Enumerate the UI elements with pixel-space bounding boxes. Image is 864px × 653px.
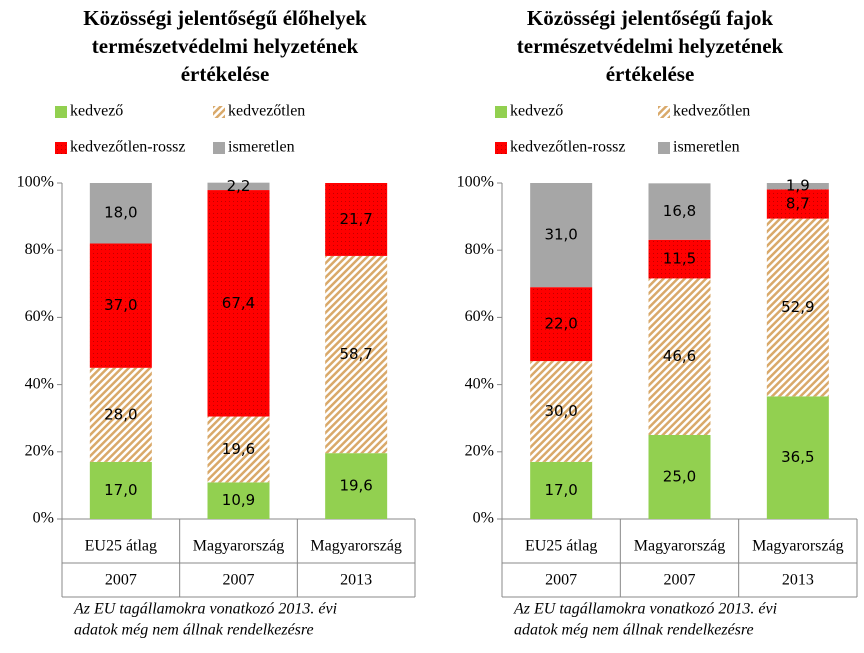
data-label: 18,0 xyxy=(104,204,137,222)
chart-title: Közösségi jelentőségű élőhelyek xyxy=(83,6,367,30)
x-group-label: 2007 xyxy=(664,572,696,589)
legend-label: ismeretlen xyxy=(673,139,740,156)
bar-segment xyxy=(89,367,152,462)
x-tick-label: Magyarország xyxy=(752,538,844,555)
legend-swatch xyxy=(658,142,670,154)
y-tick-label: 80% xyxy=(25,241,54,258)
y-tick-label: 40% xyxy=(25,375,54,392)
legend-swatch xyxy=(213,106,225,118)
bar-segment xyxy=(766,189,829,219)
y-tick-label: 20% xyxy=(25,442,54,459)
y-tick-label: 40% xyxy=(465,375,494,392)
legend-label: kedvező xyxy=(510,103,563,120)
footnote: adatok még nem állnak rendelkezésre xyxy=(514,622,754,639)
y-tick-label: 60% xyxy=(25,308,54,325)
y-tick-label: 0% xyxy=(33,510,54,527)
bar-segment xyxy=(648,435,711,519)
data-label: 58,7 xyxy=(339,345,372,363)
legend-label: kedvezőtlen xyxy=(228,103,305,120)
bar-segment xyxy=(89,183,152,244)
data-label: 22,0 xyxy=(544,315,577,333)
bar-segment xyxy=(766,218,829,397)
y-tick-label: 0% xyxy=(473,510,494,527)
data-label: 25,0 xyxy=(663,468,696,486)
x-group-label: 2013 xyxy=(340,572,372,589)
bar-segment xyxy=(530,287,593,362)
data-label: 8,7 xyxy=(786,195,810,213)
data-label: 17,0 xyxy=(544,481,577,499)
x-tick-label: Magyarország xyxy=(634,538,726,555)
bar-segment xyxy=(207,482,270,519)
bar-segment xyxy=(325,453,388,519)
y-tick-label: 60% xyxy=(465,308,494,325)
bar-segment xyxy=(89,243,152,368)
data-label: 10,9 xyxy=(222,491,255,509)
x-group-label: 2007 xyxy=(105,572,137,589)
y-tick-label: 20% xyxy=(465,442,494,459)
footnote: Az EU tagállamokra vonatkozó 2013. évi xyxy=(73,601,337,618)
bar-segment xyxy=(530,183,593,288)
bar-segment xyxy=(325,255,388,454)
x-group-label: 2007 xyxy=(545,572,577,589)
y-tick-label: 100% xyxy=(457,174,494,191)
bar-segment xyxy=(648,183,711,240)
y-tick-label: 80% xyxy=(465,241,494,258)
data-label: 2,2 xyxy=(227,177,251,195)
data-label: 21,7 xyxy=(339,210,372,228)
bar-segment xyxy=(207,416,270,483)
bar-segment xyxy=(89,461,152,519)
chart-title: értékelése xyxy=(181,62,270,86)
data-label: 46,6 xyxy=(663,347,696,365)
data-label: 19,6 xyxy=(339,477,372,495)
data-label: 16,8 xyxy=(663,202,696,220)
bar-segment xyxy=(648,278,711,435)
bar-segment xyxy=(766,183,829,190)
legend-label: kedvezőtlen-rossz xyxy=(510,139,626,156)
bar-segment xyxy=(530,461,593,519)
data-label: 37,0 xyxy=(104,296,137,314)
legend-label: kedvezőtlen xyxy=(673,103,750,120)
x-tick-label: EU25 átlag xyxy=(525,538,597,555)
data-label: 30,0 xyxy=(544,402,577,420)
legend-swatch xyxy=(495,106,507,118)
legend-swatch xyxy=(213,142,225,154)
legend-swatch xyxy=(658,106,670,118)
legend-label: kedvező xyxy=(70,103,123,120)
chart-title: természetvédelmi helyzetének xyxy=(92,34,359,58)
chart-title: értékelése xyxy=(606,62,695,86)
footnote: Az EU tagállamokra vonatkozó 2013. évi xyxy=(513,601,777,618)
legend-label: kedvezőtlen-rossz xyxy=(70,139,186,156)
x-group-label: 2013 xyxy=(782,572,814,589)
x-tick-label: Magyarország xyxy=(193,538,285,555)
bar-segment xyxy=(207,190,270,417)
data-label: 52,9 xyxy=(781,298,814,316)
x-tick-label: Magyarország xyxy=(310,538,402,555)
bar-segment xyxy=(648,239,711,279)
legend-label: ismeretlen xyxy=(228,139,295,156)
data-label: 17,0 xyxy=(104,481,137,499)
x-group-label: 2007 xyxy=(223,572,255,589)
data-label: 28,0 xyxy=(104,405,137,423)
legend-swatch xyxy=(495,142,507,154)
legend-swatch xyxy=(55,106,67,118)
y-tick-label: 100% xyxy=(17,174,54,191)
bar-segment xyxy=(530,361,593,462)
x-tick-label: EU25 átlag xyxy=(85,538,157,555)
data-label: 31,0 xyxy=(544,226,577,244)
footnote: adatok még nem állnak rendelkezésre xyxy=(74,622,314,639)
data-label: 19,6 xyxy=(222,440,255,458)
bar-segment xyxy=(325,183,388,256)
chart-title: természetvédelmi helyzetének xyxy=(517,34,784,58)
legend-swatch xyxy=(55,142,67,154)
chart-title: Közösségi jelentőségű fajok xyxy=(527,6,773,30)
data-label: 11,5 xyxy=(663,250,696,268)
data-label: 36,5 xyxy=(781,448,814,466)
bar-segment xyxy=(207,182,270,191)
data-label: 67,4 xyxy=(222,294,255,312)
bar-segment xyxy=(766,396,829,519)
data-label: 1,9 xyxy=(786,177,810,195)
